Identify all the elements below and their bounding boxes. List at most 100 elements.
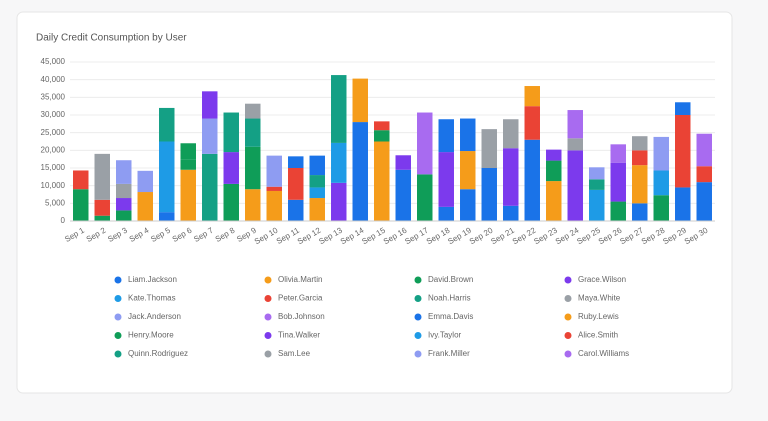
bar-segment	[438, 206, 454, 221]
bar-segment	[610, 144, 626, 163]
bar-segment	[331, 75, 347, 143]
bar-segment	[73, 189, 89, 221]
legend-label: Liam.Jackson	[128, 275, 177, 284]
bar-segment	[653, 195, 669, 221]
bar-segment	[503, 119, 519, 149]
bar-segment	[245, 118, 261, 147]
legend-label: Carol.Williams	[578, 349, 629, 358]
bar-segment	[245, 146, 261, 190]
legend-label: Quinn.Rodriguez	[128, 349, 188, 358]
legend-swatch	[414, 332, 422, 339]
bar-segment	[632, 165, 648, 204]
legend-swatch	[564, 276, 572, 284]
bar-segment	[288, 168, 304, 200]
legend-swatch	[114, 350, 122, 358]
bar-segment	[696, 133, 712, 167]
legend-swatch	[114, 295, 122, 302]
bar-segment	[73, 170, 89, 190]
legend-swatch	[564, 313, 572, 321]
bar-segment	[417, 112, 433, 175]
bar-segment	[524, 106, 540, 140]
bar-segment	[632, 136, 648, 151]
legend-label: Henry.Moore	[128, 331, 174, 340]
legend-label: Maya.White	[578, 294, 621, 303]
legend-label: Emma.Davis	[428, 312, 473, 321]
bar-segment	[374, 141, 390, 221]
legend-swatch	[414, 276, 422, 284]
legend-swatch	[114, 332, 122, 339]
bar-segment	[675, 102, 691, 115]
y-tick-label: 20,000	[41, 145, 66, 154]
y-tick-label: 40,000	[41, 75, 66, 84]
y-tick-label: 15,000	[41, 163, 66, 172]
bar-segment	[460, 151, 476, 190]
bar-segment	[546, 181, 562, 221]
bar-segment	[546, 160, 562, 182]
bar-segment	[266, 190, 282, 221]
legend-label: Frank.Miller	[428, 349, 470, 358]
bar-segment	[202, 91, 218, 119]
bar-segment	[159, 107, 175, 142]
bar-segment	[223, 112, 239, 153]
legend-label: Kate.Thomas	[128, 294, 176, 303]
bar-segment	[116, 198, 132, 211]
legend-swatch	[264, 313, 272, 321]
legend-label: Alice.Smith	[578, 331, 618, 340]
bar-segment	[696, 182, 712, 221]
bar-segment	[374, 121, 390, 131]
bar-segment	[309, 198, 325, 221]
legend-label: Bob.Johnson	[278, 312, 325, 321]
bar-segment	[116, 183, 132, 199]
bar-segment	[589, 167, 605, 180]
bar-segment	[309, 155, 325, 176]
legend-label: Ruby.Lewis	[578, 312, 619, 321]
bar-segment	[567, 138, 583, 151]
bar-segment	[524, 86, 540, 107]
chart-title: Daily Credit Consumption by User	[36, 33, 187, 44]
bar-segment	[417, 174, 433, 221]
bar-segment	[245, 103, 261, 119]
bar-segment	[481, 129, 497, 168]
bar-segment	[288, 156, 304, 168]
bar-segment	[202, 153, 218, 221]
bar-segment	[352, 78, 368, 123]
bar-segment	[180, 159, 196, 170]
legend-label: Jack.Anderson	[128, 312, 181, 321]
bar-segment	[395, 169, 411, 221]
legend-label: Ivy.Taylor	[428, 331, 462, 340]
bar-segment	[288, 199, 304, 221]
legend-swatch	[414, 350, 422, 358]
bar-segment	[266, 186, 282, 191]
legend-swatch	[114, 313, 122, 321]
bar-segment	[524, 139, 540, 221]
bar-segment	[503, 148, 519, 206]
bar-segment	[116, 160, 132, 184]
y-tick-label: 35,000	[41, 92, 66, 101]
legend-swatch	[114, 276, 122, 284]
bar-segment	[481, 168, 497, 221]
legend-swatch	[414, 295, 422, 302]
bar-segment	[610, 201, 626, 221]
bar-segment	[223, 183, 239, 221]
bar-segment	[653, 170, 669, 196]
bar-segment	[567, 110, 583, 139]
legend-swatch	[264, 332, 272, 339]
y-tick-label: 45,000	[41, 57, 66, 66]
bar-segment	[567, 150, 583, 221]
legend-label: Noah.Harris	[428, 294, 471, 303]
bar-segment	[309, 187, 325, 199]
legend-swatch	[264, 350, 272, 358]
bar-segment	[546, 149, 562, 161]
bar-segment	[245, 189, 261, 221]
y-tick-label: 10,000	[41, 181, 66, 190]
bar-segment	[610, 162, 626, 202]
bar-segment	[675, 115, 691, 188]
legend-label: Tina.Walker	[278, 331, 320, 340]
bar-segment	[331, 182, 347, 221]
bar-segment	[180, 143, 196, 160]
bar-segment	[352, 122, 368, 221]
bar-segment	[632, 150, 648, 166]
bar-segment	[395, 155, 411, 170]
